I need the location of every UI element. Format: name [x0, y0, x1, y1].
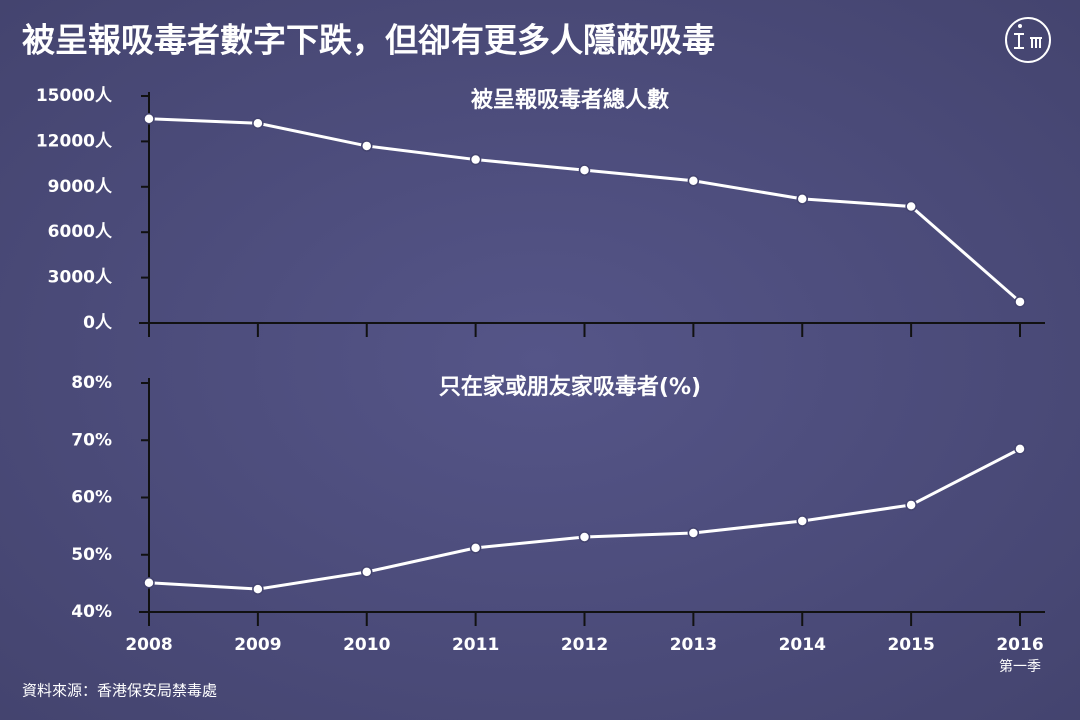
point	[469, 153, 482, 166]
y-tick-label: 12000人	[36, 131, 113, 151]
x-tick-label: 2012	[561, 635, 608, 655]
source: 資料來源：香港保安局禁毒處	[22, 682, 217, 700]
point	[578, 531, 591, 543]
chart-title: 只在家或朋友家吸毒者(%)	[439, 374, 701, 400]
point	[252, 117, 264, 129]
point	[796, 515, 808, 527]
y-tick-label: 80%	[71, 373, 112, 393]
point	[1014, 296, 1026, 308]
point	[252, 583, 264, 595]
point	[578, 164, 591, 176]
point	[361, 566, 373, 578]
y-tick-label: 0人	[83, 313, 113, 333]
y-tick-label: 40%	[71, 602, 112, 622]
point	[143, 577, 155, 589]
y-tick-label: 70%	[71, 430, 112, 450]
x-tick-label: 2016	[996, 635, 1043, 655]
chart-title: 被呈報吸毒者總人數	[471, 87, 669, 113]
x-tick-label: 2009	[234, 635, 281, 655]
page-title: 被呈報吸毒者數字下跌，但卻有更多人隱蔽吸毒	[22, 21, 715, 60]
point	[905, 499, 917, 511]
point	[687, 527, 700, 539]
point	[361, 140, 373, 152]
x-tick-label: 2015	[887, 635, 934, 655]
point	[143, 112, 155, 125]
x-tick-label: 2013	[670, 635, 717, 655]
point	[687, 174, 700, 187]
point	[1014, 443, 1026, 455]
point	[905, 200, 917, 213]
x-annotation: 第一季	[999, 658, 1041, 675]
logo	[1005, 17, 1051, 63]
x-tick-label: 2014	[779, 635, 826, 655]
y-tick-label: 15000人	[36, 86, 113, 106]
y-tick-label: 60%	[71, 488, 112, 508]
y-tick-label: 6000人	[48, 222, 113, 242]
x-tick-label: 2011	[452, 635, 499, 655]
x-tick-label: 2008	[125, 635, 172, 655]
y-tick-label: 3000人	[48, 268, 113, 288]
y-tick-label: 9000人	[48, 177, 113, 197]
point	[796, 193, 808, 205]
point	[469, 542, 482, 554]
x-tick-label: 2010	[343, 635, 390, 655]
y-tick-label: 50%	[71, 545, 112, 565]
